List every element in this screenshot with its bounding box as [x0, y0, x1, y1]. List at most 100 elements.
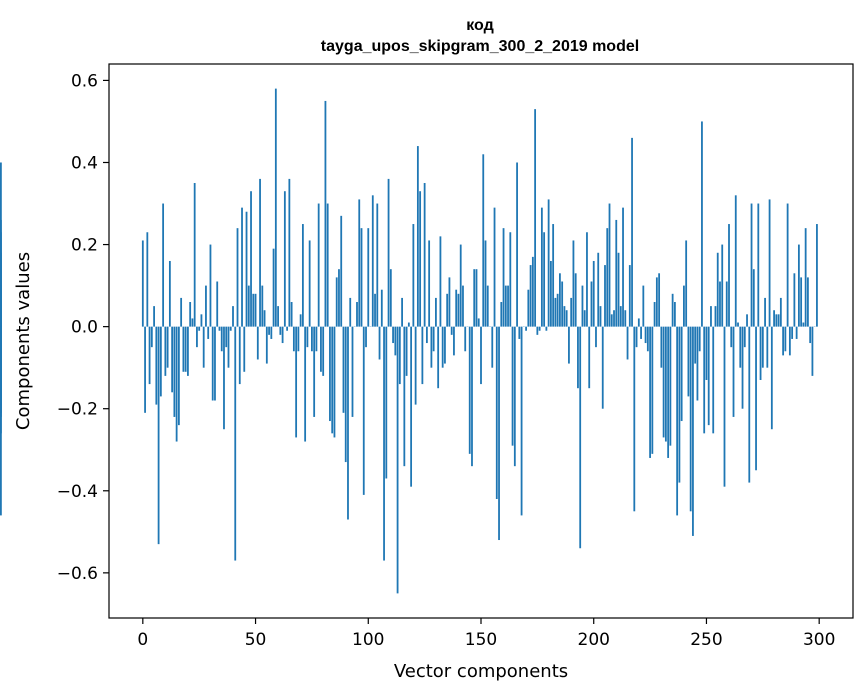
bar-85 — [333, 326, 336, 438]
bar-250 — [705, 326, 708, 380]
bar-271 — [752, 269, 755, 327]
bar-14 — [173, 326, 176, 417]
bar-180 — [547, 199, 550, 327]
chart-title: код — [466, 17, 494, 34]
bar-252 — [710, 306, 712, 327]
bar-186 — [561, 281, 564, 327]
bar-0 — [141, 240, 144, 327]
bar-102 — [371, 195, 374, 327]
bar-36 — [223, 326, 225, 430]
bar-28 — [205, 285, 207, 327]
bar-251 — [707, 326, 710, 426]
bar-147 — [473, 269, 476, 327]
bar-293 — [802, 322, 805, 327]
bar-296 — [809, 326, 812, 344]
x-axis-ticks: 0 50 100 150 200 250 300 — [137, 618, 835, 650]
bar-143 — [464, 326, 467, 352]
bar-151 — [482, 154, 485, 327]
y-tick-label: 0.6 — [71, 71, 98, 91]
bar-202 — [597, 252, 600, 327]
bar-184 — [556, 293, 559, 327]
y-axis-label: Components values — [13, 252, 34, 430]
bar-261 — [730, 326, 733, 348]
y-tick-label: −0.4 — [57, 482, 98, 502]
y-tick-label: −0.6 — [57, 564, 98, 584]
bar-299 — [816, 224, 818, 327]
bar-17 — [180, 297, 183, 327]
bar-105 — [378, 326, 381, 360]
bar-230 — [660, 326, 663, 368]
bar-29 — [207, 326, 210, 339]
bar-238 — [678, 326, 681, 483]
bar-92 — [349, 297, 352, 327]
bar-57 — [270, 326, 273, 339]
bar-131 — [437, 326, 440, 389]
bar-116 — [403, 326, 406, 467]
bar-76 — [313, 326, 316, 417]
bar-162 — [507, 285, 509, 327]
bar-183 — [554, 297, 557, 327]
bar-122 — [416, 146, 419, 327]
bar-148 — [475, 269, 478, 327]
bar-254 — [714, 306, 717, 327]
bar-229 — [658, 273, 661, 327]
bar-297 — [811, 326, 814, 376]
bar-48 — [250, 191, 252, 327]
bar-74 — [308, 240, 311, 327]
bar-136 — [448, 277, 451, 327]
bar-31 — [211, 326, 214, 401]
bar-188 — [565, 310, 568, 327]
bar-34 — [218, 326, 221, 331]
bar-274 — [759, 326, 762, 380]
bar-163 — [509, 232, 512, 327]
bar-195 — [581, 285, 584, 327]
bar-108 — [385, 326, 388, 479]
bar-263 — [734, 195, 737, 327]
bar-200 — [592, 260, 595, 327]
bar-115 — [401, 297, 403, 327]
bar-253 — [712, 326, 715, 434]
bar-282 — [777, 314, 780, 327]
bar-140 — [457, 293, 460, 327]
bar-114 — [398, 326, 401, 385]
bar-233 — [667, 326, 670, 458]
bar-168 — [520, 326, 523, 516]
bar-132 — [439, 236, 442, 327]
bar-228 — [655, 277, 658, 327]
bar-178 — [543, 232, 546, 327]
bar-23 — [193, 183, 196, 327]
bar-42 — [236, 228, 239, 327]
bar-121 — [414, 326, 417, 405]
bar-134 — [444, 326, 446, 364]
bar-69 — [297, 326, 300, 352]
bar-55 — [265, 326, 268, 364]
bar-25 — [198, 326, 201, 331]
x-tick-label: 100 — [352, 630, 384, 650]
bar-133 — [441, 326, 444, 368]
bar-198 — [588, 326, 591, 389]
bar-109 — [387, 178, 390, 327]
bar-199 — [590, 281, 593, 327]
bar-86 — [335, 277, 338, 327]
bar-51 — [256, 326, 259, 360]
bar-54 — [263, 310, 266, 327]
bar-41 — [234, 326, 237, 561]
y-tick-label: −0.2 — [57, 400, 98, 420]
bar-75 — [311, 326, 313, 352]
bar-204 — [601, 326, 604, 409]
bar-192 — [574, 273, 577, 327]
bar-128 — [430, 326, 433, 368]
bar-275 — [761, 326, 764, 368]
bar-56 — [268, 326, 270, 335]
bar-290 — [795, 326, 798, 339]
bar-308 — [0, 285, 2, 327]
bar-22 — [191, 318, 194, 327]
bar-201 — [595, 326, 597, 348]
bar-226 — [651, 326, 654, 454]
bar-153 — [486, 285, 489, 327]
bar-173 — [531, 256, 534, 327]
bar-123 — [419, 191, 422, 327]
bar-177 — [540, 207, 543, 327]
bar-160 — [502, 228, 505, 327]
bar-40 — [232, 306, 234, 327]
